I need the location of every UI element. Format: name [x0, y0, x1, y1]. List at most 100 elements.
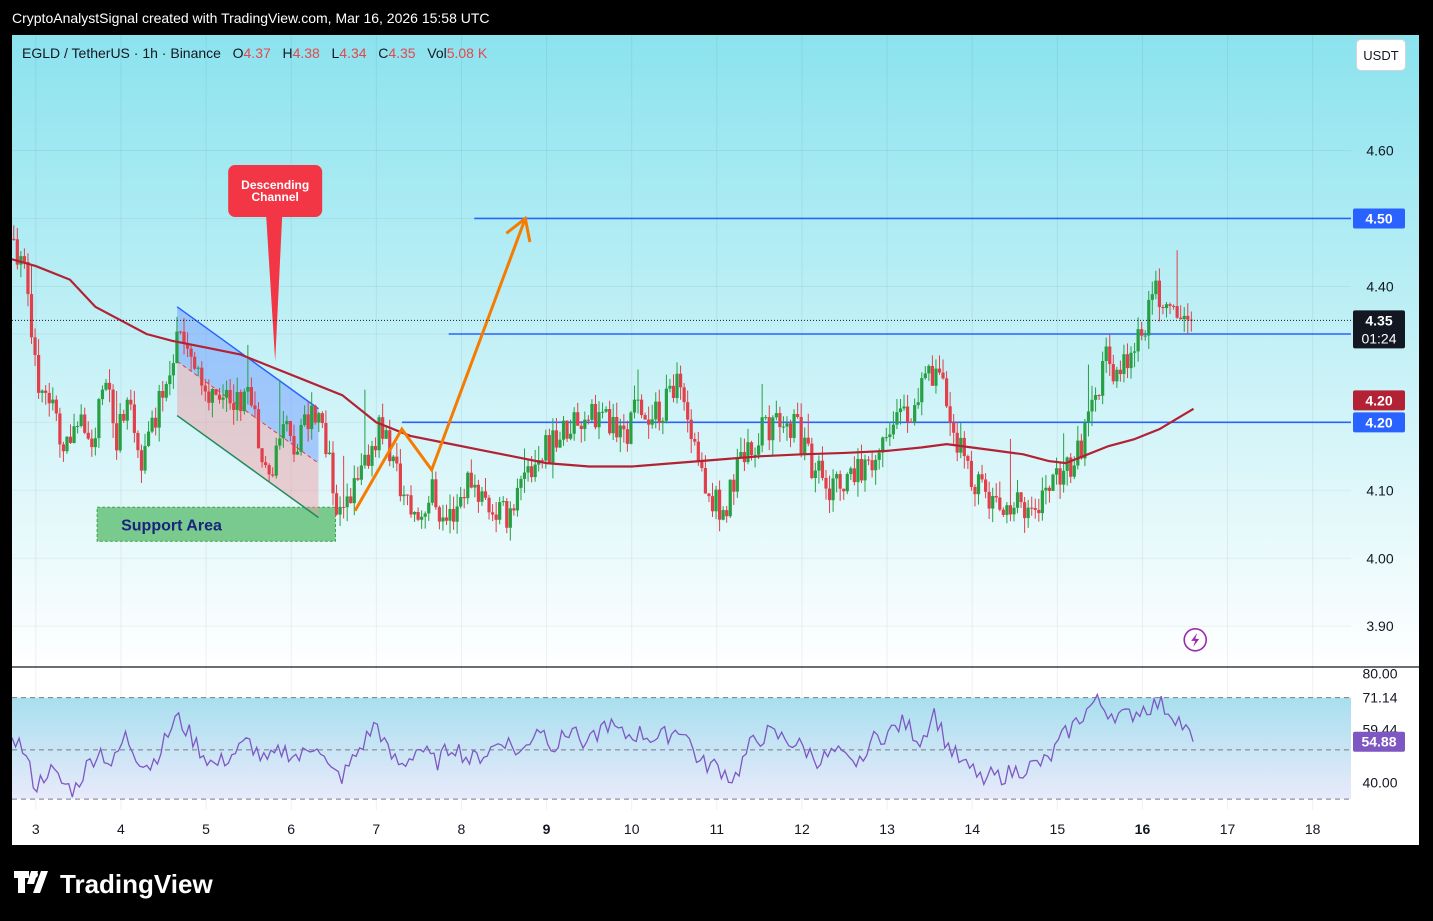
- candle-body: [310, 405, 314, 430]
- candle-body: [583, 419, 587, 429]
- rsi-line[interactable]: [12, 692, 1194, 798]
- candle-body: [480, 491, 484, 502]
- level-tag[interactable]: [1353, 412, 1405, 433]
- candle-body: [278, 438, 282, 446]
- candle-body: [561, 420, 566, 440]
- candle-body: [682, 387, 686, 403]
- candle-body: [469, 472, 473, 488]
- candle-body: [459, 497, 463, 507]
- candle-body: [54, 399, 58, 414]
- candle-body: [313, 405, 317, 423]
- candle-body: [1019, 492, 1023, 503]
- callout-text-line2: Channel: [252, 190, 299, 204]
- candle-body: [1044, 487, 1048, 491]
- candle-body: [533, 464, 537, 478]
- candle-body: [849, 468, 853, 475]
- candle-body: [462, 497, 466, 499]
- candle-body: [473, 484, 477, 488]
- candle-body: [941, 372, 945, 379]
- candle-body: [632, 399, 637, 413]
- candle-body: [235, 392, 239, 411]
- low-label: L: [331, 45, 340, 61]
- candle-body: [757, 445, 761, 455]
- candle-body: [984, 479, 988, 492]
- candle-body: [122, 413, 126, 421]
- candle-body: [487, 497, 491, 513]
- candle-body: [402, 494, 406, 497]
- candle-body: [1083, 422, 1087, 459]
- open-label: O: [232, 45, 244, 61]
- candle-body: [611, 416, 615, 434]
- rsi-value-tag[interactable]: [1353, 731, 1405, 752]
- candle-body: [125, 399, 129, 421]
- candle-body: [874, 459, 878, 471]
- candle-body: [1168, 304, 1172, 306]
- candle-body: [242, 391, 246, 412]
- candle-body: [100, 389, 105, 400]
- candle-body: [888, 434, 892, 438]
- candle-body: [530, 466, 534, 478]
- candle-body: [37, 355, 41, 393]
- candle-body: [1164, 304, 1169, 309]
- candle-body: [1140, 329, 1144, 336]
- candle-body: [29, 294, 34, 338]
- time-tick-label: 13: [879, 821, 895, 837]
- candle-body: [1111, 364, 1115, 382]
- candle-body: [196, 367, 200, 369]
- candle-body: [650, 419, 654, 425]
- candle-body: [622, 425, 626, 430]
- candle-body: [107, 382, 112, 390]
- ma-tag[interactable]: [1353, 390, 1405, 411]
- last-price-tag[interactable]: [1353, 310, 1405, 349]
- candle-body: [934, 368, 938, 386]
- candle-body: [498, 502, 502, 520]
- candle-body: [434, 479, 438, 508]
- candle-body: [1175, 306, 1179, 318]
- candle-body: [686, 402, 690, 420]
- moving-average-line[interactable]: [12, 258, 1195, 468]
- candle-body: [522, 472, 527, 479]
- candle-body: [168, 375, 172, 385]
- candle-body: [1129, 352, 1133, 369]
- projection-arrow[interactable]: [353, 217, 527, 512]
- candle-body: [381, 417, 385, 439]
- symbol-label[interactable]: EGLD / TetherUS · 1h · Binance: [22, 45, 221, 61]
- candle-body: [132, 404, 136, 433]
- candle-body: [647, 419, 651, 425]
- candle-body: [1076, 440, 1080, 466]
- candle-body: [44, 390, 48, 393]
- candle-body: [913, 405, 917, 423]
- time-tick-label: 9: [543, 821, 551, 837]
- price-tick-label: 4.10: [1366, 482, 1393, 498]
- candle-body: [448, 508, 452, 521]
- candle-body: [427, 502, 431, 514]
- candle-body: [831, 478, 835, 501]
- price-tick-label: 3.90: [1366, 618, 1393, 634]
- candle-body: [920, 378, 924, 403]
- time-tick-label: 7: [372, 821, 380, 837]
- support-area-box[interactable]: [96, 506, 336, 542]
- candle-body: [859, 459, 864, 481]
- currency-button[interactable]: USDT: [1357, 40, 1405, 70]
- rsi-tick-label: 71.14: [1362, 690, 1397, 706]
- callout-bubble[interactable]: [228, 165, 323, 217]
- candle-body: [625, 429, 629, 444]
- candle-body: [260, 448, 264, 463]
- candle-body: [256, 409, 261, 449]
- candle-body: [728, 479, 732, 517]
- candle-body: [937, 368, 942, 373]
- candle-body: [1136, 329, 1140, 352]
- candle-body: [61, 444, 66, 452]
- candle-body: [785, 423, 789, 427]
- tradingview-logo[interactable]: TradingView: [14, 869, 213, 900]
- level-tag[interactable]: [1353, 208, 1405, 229]
- channel-lower-line[interactable]: [176, 414, 319, 519]
- support-area-label: Support Area: [121, 517, 222, 534]
- candle-body: [1147, 299, 1151, 336]
- candle-body: [629, 412, 633, 444]
- bar-countdown-label: 01:24: [1361, 330, 1396, 346]
- candle-body: [267, 465, 271, 475]
- candle-body: [331, 452, 335, 494]
- candle-body: [856, 459, 860, 483]
